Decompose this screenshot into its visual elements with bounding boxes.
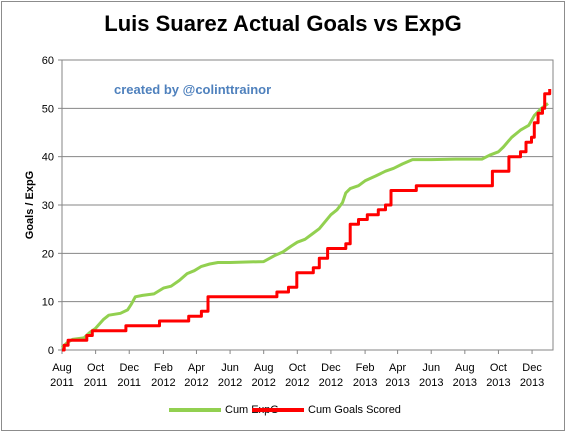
x-tick-label-month: Aug: [52, 362, 72, 374]
x-tick-label-month: Dec: [119, 362, 139, 374]
y-tick-label: 30: [42, 200, 54, 212]
y-tick-label: 20: [42, 248, 54, 260]
series-line-cum-expg: [60, 102, 549, 349]
credit-annotation: created by @colinttrainor: [114, 82, 272, 97]
legend-swatch-goals: [252, 408, 304, 412]
x-tick-label-month: Jun: [422, 362, 440, 374]
legend-item-expg: Cum ExpG: [169, 404, 279, 416]
x-tick-label-month: Oct: [87, 362, 104, 374]
x-tick-label-year: 2012: [319, 377, 343, 389]
x-tick-label-year: 2013: [453, 377, 477, 389]
x-tick-label-month: Oct: [289, 362, 306, 374]
x-tick-label-year: 2013: [520, 377, 544, 389]
x-tick-label-year: 2012: [285, 377, 309, 389]
x-tick-label-month: Jun: [221, 362, 239, 374]
x-tick-label-month: Dec: [321, 362, 341, 374]
x-tick-label-year: 2012: [218, 377, 242, 389]
legend-label-expg: Cum ExpG: [225, 404, 279, 416]
y-tick-label: 60: [42, 55, 54, 67]
x-tick-label-month: Feb: [356, 362, 375, 374]
legend-label-goals: Cum Goals Scored: [308, 404, 401, 416]
x-tick-label-year: 2013: [419, 377, 443, 389]
series-line-cum-goals-scored: [62, 89, 552, 352]
x-tick-label-year: 2013: [486, 377, 510, 389]
x-tick-label-year: 2012: [151, 377, 175, 389]
x-tick-label-year: 2011: [117, 377, 141, 389]
y-tick-label: 0: [48, 345, 54, 357]
x-tick-label-year: 2013: [385, 377, 409, 389]
x-tick-label-month: Apr: [389, 362, 406, 374]
x-tick-label-year: 2013: [353, 377, 377, 389]
x-tick-label-month: Dec: [522, 362, 542, 374]
legend-item-goals: Cum Goals Scored: [252, 404, 401, 416]
y-tick-label: 40: [42, 152, 54, 164]
x-tick-label-year: 2011: [84, 377, 108, 389]
chart-title: Luis Suarez Actual Goals vs ExpG: [104, 11, 462, 36]
x-tick-label-month: Apr: [188, 362, 205, 374]
legend-swatch-expg: [169, 408, 221, 412]
y-tick-label: 10: [42, 297, 54, 309]
x-tick-label-month: Feb: [154, 362, 173, 374]
y-tick-label: 50: [42, 103, 54, 115]
x-tick-label-year: 2012: [184, 377, 208, 389]
x-tick-label-year: 2012: [251, 377, 275, 389]
x-tick-label-month: Oct: [490, 362, 507, 374]
x-tick-label-year: 2011: [50, 377, 74, 389]
x-tick-label-month: Aug: [254, 362, 274, 374]
x-tick-label-month: Aug: [455, 362, 475, 374]
